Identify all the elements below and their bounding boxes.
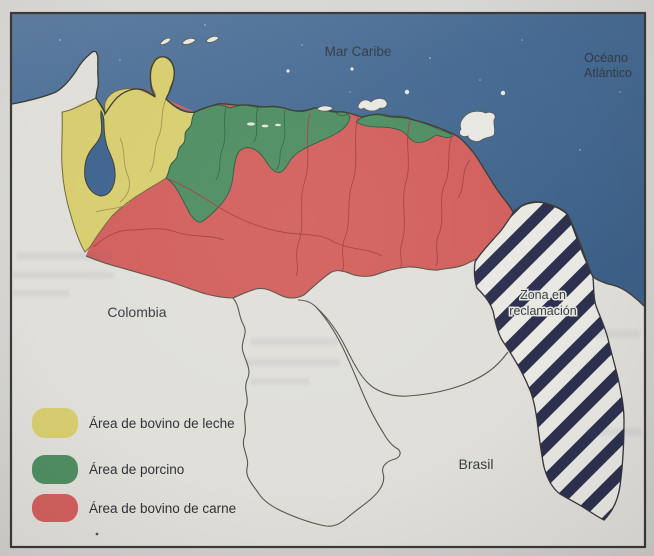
scan-speckles <box>59 24 621 151</box>
legend-swatch-bovino-carne <box>32 494 78 522</box>
map-legend: Área de bovino de leche Área de porcino … <box>32 408 236 536</box>
label-zona-line2: reclamación <box>509 304 576 318</box>
map-frame-border <box>9 11 647 549</box>
state-borders-yellow <box>95 98 167 213</box>
lake-maracaibo <box>84 109 116 197</box>
state-borders-red <box>92 112 471 277</box>
legend-label-porcino: Área de porcino <box>89 462 184 477</box>
island-curacao <box>181 37 197 45</box>
zone-reclamacion <box>473 201 625 521</box>
zone-bovino-leche <box>61 56 197 253</box>
island-trinidad <box>459 110 496 142</box>
island-aruba <box>159 37 172 45</box>
legend-swatch-bovino-leche <box>32 408 78 438</box>
label-mar-caribe: Mar Caribe <box>325 44 392 59</box>
label-oceano: Océano <box>584 51 628 65</box>
beef-zone-border <box>85 211 514 299</box>
state-borders-green <box>215 106 286 181</box>
legend-label-bovino-leche: Área de bovino de leche <box>89 416 235 431</box>
island-bonaire <box>205 35 220 43</box>
border-bolivar-brasil <box>315 306 509 397</box>
island-tortuga <box>316 105 334 112</box>
zone-bovino-carne <box>62 88 513 298</box>
border-amazonas-colombia-brasil <box>232 297 401 527</box>
legend-swatch-porcino <box>32 455 78 484</box>
coastal-lagoons <box>247 122 281 128</box>
label-atlantico: Atlántico <box>584 66 632 80</box>
island-margarita <box>357 98 388 112</box>
page-bleed-through <box>12 252 642 436</box>
legend-label-bovino-carne: Área de bovino de carne <box>89 501 236 516</box>
label-colombia: Colombia <box>107 304 166 320</box>
label-zona-line1: Zona en <box>520 288 566 302</box>
coastline <box>11 50 645 307</box>
scan-dot <box>95 532 99 536</box>
islands <box>159 35 506 142</box>
label-brasil: Brasil <box>458 456 493 472</box>
